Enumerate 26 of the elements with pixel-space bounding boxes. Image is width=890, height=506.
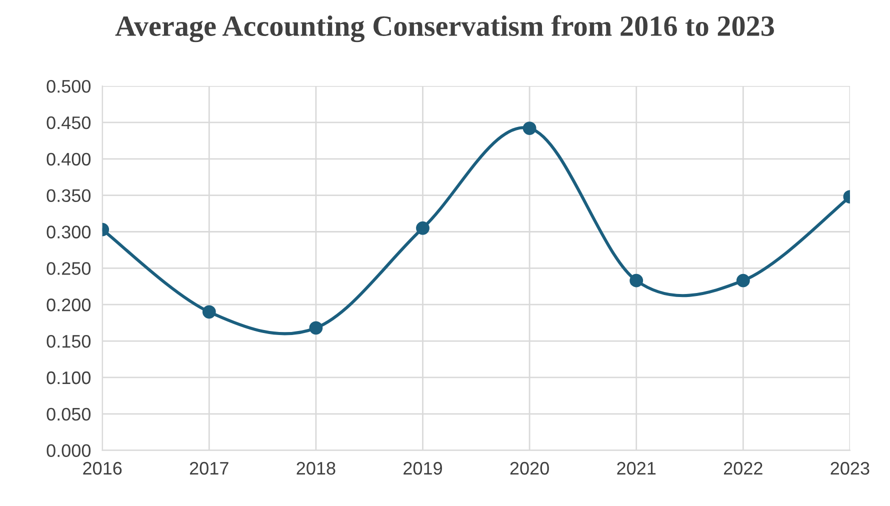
y-tick-label: 0.000: [46, 444, 91, 458]
x-tick-label: 2020: [510, 462, 549, 475]
y-tick-label: 0.200: [46, 298, 91, 312]
y-tick-label: 0.250: [46, 262, 91, 275]
point: [202, 305, 216, 319]
x-tick-label: 2019: [404, 462, 442, 475]
chart-title: Average Accounting Conservatism from 2016 to 2023: [115, 15, 774, 42]
x-tick-label: 2023: [830, 462, 870, 475]
y-tick-label: 0.050: [46, 408, 91, 421]
point: [309, 321, 323, 335]
y-tick-label: 0.300: [46, 226, 91, 238]
x-tick-label: 2018: [296, 462, 336, 475]
x-tick-label: 2017: [190, 462, 228, 475]
y-tick-label: 0.150: [46, 334, 91, 348]
y-tick-label: 0.400: [46, 152, 91, 166]
point: [630, 274, 644, 288]
y-tick-label: 0.100: [46, 371, 91, 384]
x-tick-label: 2022: [724, 462, 762, 475]
x-tick-label: 2021: [617, 462, 656, 475]
point: [736, 274, 750, 288]
y-tick-label: 0.350: [46, 189, 91, 202]
point: [416, 221, 430, 235]
y-tick-label: 0.450: [46, 116, 91, 130]
x-tick-label: 2016: [83, 462, 122, 475]
point: [522, 122, 536, 135]
y-tick-label: 0.500: [46, 80, 91, 93]
